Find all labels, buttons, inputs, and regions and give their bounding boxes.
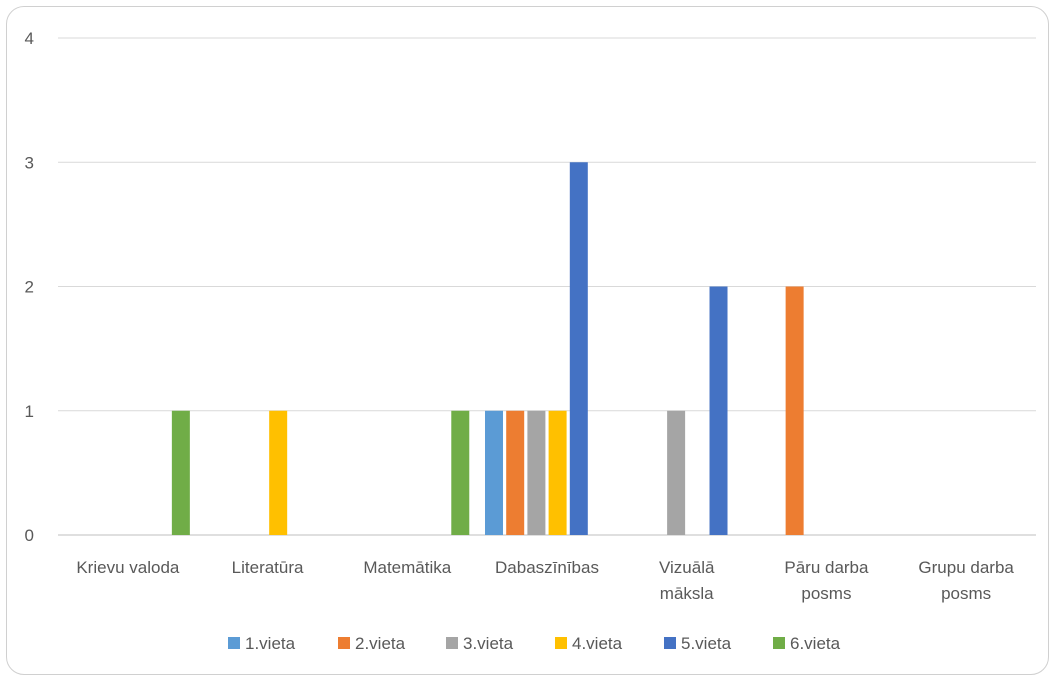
legend-swatch bbox=[773, 637, 785, 649]
x-category-label: Matemātika bbox=[363, 558, 451, 577]
bar-6-vieta bbox=[451, 410, 470, 535]
bar-5-vieta bbox=[569, 162, 588, 535]
bar-6-vieta bbox=[171, 410, 190, 535]
x-category-label: Dabaszīnības bbox=[495, 558, 599, 577]
x-category-label: Vizuālā bbox=[659, 558, 715, 577]
bar-4-vieta bbox=[548, 410, 567, 535]
chart-frame bbox=[6, 6, 1049, 675]
legend-label: 1.vieta bbox=[245, 634, 296, 653]
y-tick-label: 1 bbox=[25, 402, 34, 421]
legend: 1.vieta 2.vieta 3.vieta 4.vieta 5.vieta 6.vie… bbox=[228, 634, 841, 653]
x-category-label: posms bbox=[801, 584, 851, 603]
legend-swatch bbox=[228, 637, 240, 649]
bar-1-vieta bbox=[485, 410, 503, 535]
legend-swatch bbox=[338, 637, 350, 649]
bar-2-vieta bbox=[506, 410, 525, 535]
y-axis-ticks: 0 1 2 3 4 bbox=[25, 29, 34, 545]
x-category-label: Krievu valoda bbox=[76, 558, 180, 577]
y-tick-label: 2 bbox=[25, 278, 34, 297]
x-category-label: Grupu darba bbox=[918, 558, 1014, 577]
bar-3-vieta bbox=[527, 410, 546, 535]
y-tick-label: 4 bbox=[25, 29, 34, 48]
x-category-label: māksla bbox=[660, 584, 714, 603]
x-category-label: Pāru darba bbox=[784, 558, 869, 577]
y-tick-label: 3 bbox=[25, 153, 34, 172]
legend-swatch bbox=[664, 637, 676, 649]
bar-2-vieta bbox=[785, 286, 804, 535]
legend-label: 2.vieta bbox=[355, 634, 406, 653]
legend-label: 5.vieta bbox=[681, 634, 732, 653]
legend-label: 3.vieta bbox=[463, 634, 514, 653]
y-tick-label: 0 bbox=[25, 526, 34, 545]
bar-4-vieta bbox=[269, 410, 288, 535]
legend-label: 6.vieta bbox=[790, 634, 841, 653]
x-axis-labels: Krievu valoda Literatūra Matemātika Dabaszī… bbox=[76, 558, 1014, 603]
legend-label: 4.vieta bbox=[572, 634, 623, 653]
bar-5-vieta bbox=[709, 286, 728, 535]
x-category-label: posms bbox=[941, 584, 991, 603]
x-category-label: Literatūra bbox=[232, 558, 304, 577]
bar-3-vieta bbox=[667, 410, 686, 535]
bars bbox=[171, 162, 804, 535]
legend-swatch bbox=[555, 637, 567, 649]
legend-swatch bbox=[446, 637, 458, 649]
gridlines bbox=[58, 37, 1036, 536]
